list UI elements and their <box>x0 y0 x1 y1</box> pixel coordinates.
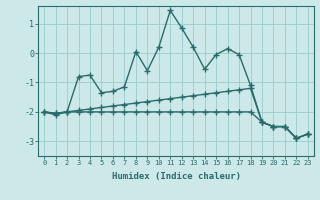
X-axis label: Humidex (Indice chaleur): Humidex (Indice chaleur) <box>111 172 241 181</box>
